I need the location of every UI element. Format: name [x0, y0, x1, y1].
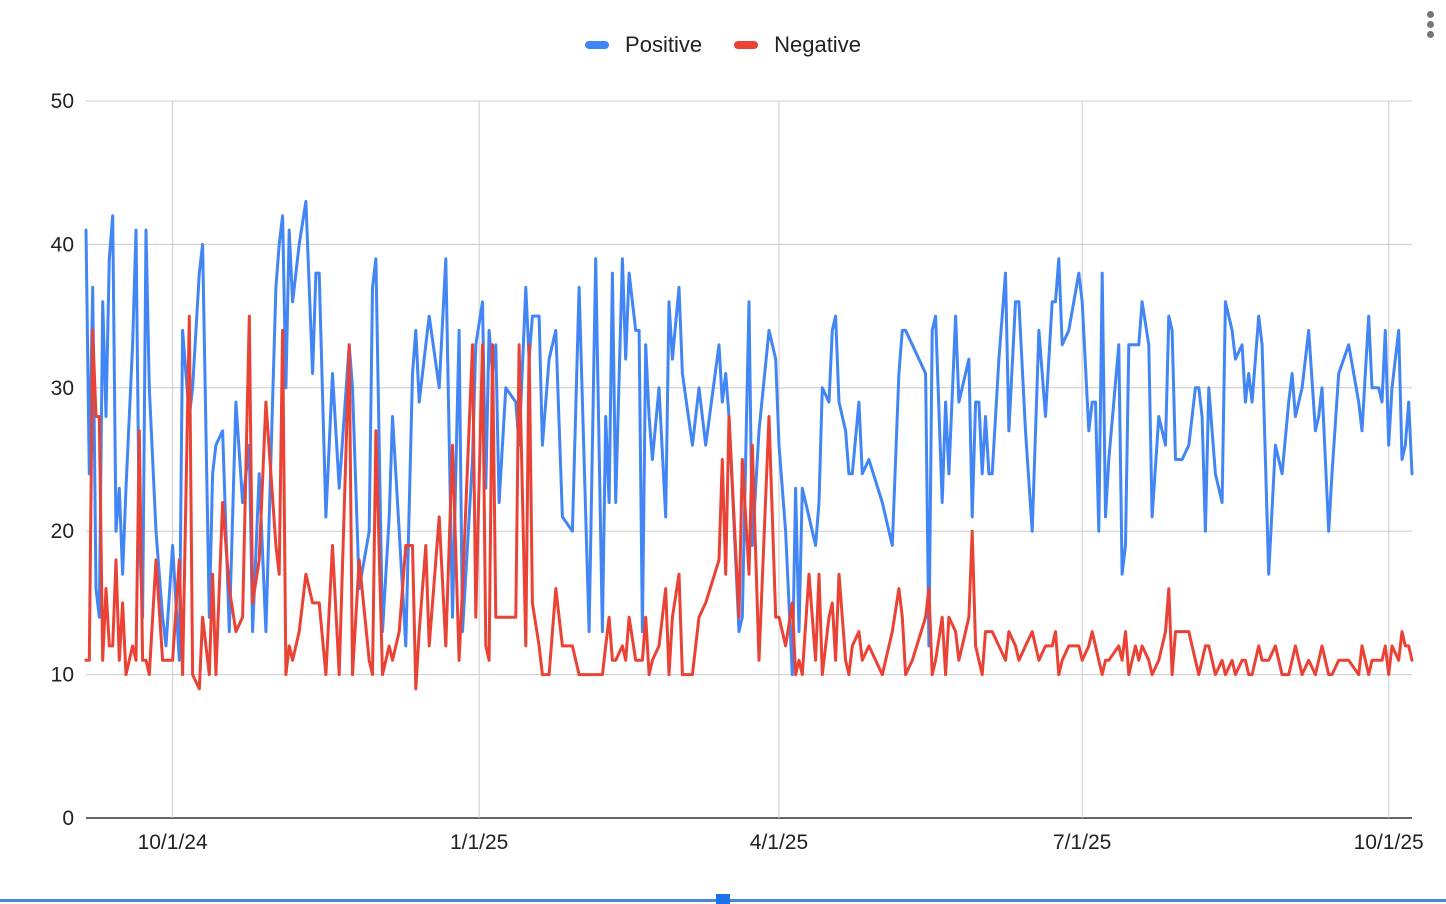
x-tick-label: 1/1/25 — [450, 831, 508, 854]
legend-label-negative: Negative — [774, 32, 861, 57]
selection-handle[interactable] — [716, 894, 730, 904]
x-tick-label: 4/1/25 — [750, 831, 808, 854]
legend-swatch-negative — [734, 41, 759, 49]
legend-item-negative[interactable]: Negative — [734, 32, 861, 58]
y-tick-label: 0 — [62, 807, 74, 830]
series-line-negative — [84, 314, 1414, 691]
x-tick-label: 10/1/24 — [138, 831, 208, 854]
y-tick-label: 10 — [51, 664, 74, 687]
x-tick-label: 7/1/25 — [1053, 831, 1111, 854]
more-vert-icon[interactable] — [1422, 8, 1438, 42]
y-tick-label: 20 — [51, 520, 74, 543]
legend-swatch-positive — [585, 41, 610, 49]
chart-legend: Positive Negative — [0, 32, 1446, 58]
y-tick-label: 40 — [51, 233, 74, 256]
y-tick-label: 50 — [51, 90, 74, 113]
legend-item-positive[interactable]: Positive — [585, 32, 702, 58]
x-tick-label: 10/1/25 — [1354, 831, 1424, 854]
legend-label-positive: Positive — [625, 32, 703, 57]
series-line-positive — [84, 199, 1414, 677]
y-tick-label: 30 — [51, 377, 74, 400]
